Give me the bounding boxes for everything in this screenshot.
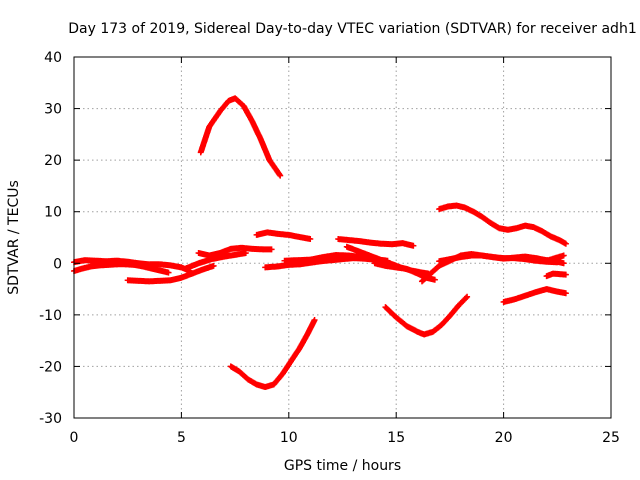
interpolated-markers	[233, 96, 246, 109]
interpolated-markers	[241, 104, 255, 124]
data-point	[560, 260, 567, 267]
y-tick-label: 10	[44, 205, 62, 221]
series-arc-05	[124, 262, 217, 285]
interpolated-markers	[280, 359, 294, 377]
series-arc-06	[195, 244, 275, 259]
interpolated-markers	[288, 346, 302, 364]
x-tick-label: 0	[70, 430, 79, 446]
interpolated-markers	[456, 294, 470, 308]
y-axis-label: SDTVAR / TECUs	[6, 180, 22, 295]
data-point	[165, 269, 172, 276]
data-point	[410, 242, 417, 249]
interpolated-markers	[383, 304, 399, 320]
data-point	[242, 249, 249, 256]
data-point	[210, 262, 217, 269]
series-arc-11	[335, 236, 417, 249]
y-tick-label: 30	[44, 102, 62, 118]
data-point	[562, 290, 569, 297]
y-tick-label: 20	[44, 153, 62, 169]
interpolated-markers	[183, 260, 201, 271]
series-arc-07	[182, 249, 249, 272]
interpolated-markers	[207, 109, 223, 129]
data-point	[562, 240, 569, 247]
data-point	[311, 317, 318, 324]
interpolated-markers	[419, 271, 433, 284]
y-tick-label: -30	[39, 411, 62, 427]
x-tick-label: 10	[280, 430, 298, 446]
series-arc-03	[71, 257, 193, 275]
plot-frame	[73, 56, 612, 419]
y-tick-label: -20	[39, 359, 62, 375]
interpolated-markers	[394, 315, 409, 329]
x-axis-label: GPS time / hours	[284, 458, 401, 474]
series-arc-01	[197, 95, 284, 179]
x-tick-label: 5	[177, 430, 186, 446]
data-point	[464, 293, 471, 300]
interpolated-markers	[439, 313, 453, 328]
chart-title: Day 173 of 2019, Sidereal Day-to-day VTE…	[68, 21, 636, 37]
y-tick-label: 0	[53, 256, 62, 272]
series-arc-14	[382, 293, 471, 338]
y-tick-label: 40	[44, 50, 62, 66]
series-arc-04	[71, 261, 172, 276]
interpolated-markers	[447, 303, 461, 318]
interpolated-markers	[404, 323, 420, 335]
series-arc-02	[227, 317, 318, 391]
interpolated-markers	[258, 137, 272, 163]
data-series	[71, 95, 569, 391]
x-tick-label: 20	[495, 430, 513, 446]
data-point	[562, 271, 569, 278]
interpolated-markers	[305, 318, 318, 335]
series-arc-17	[436, 202, 569, 247]
series-arc-19	[543, 270, 569, 280]
interpolated-markers	[297, 330, 311, 351]
interpolated-markers	[267, 158, 283, 178]
interpolated-markers	[217, 98, 231, 114]
data-point	[431, 276, 438, 283]
series-arc-18	[500, 286, 569, 305]
axis-ticks: 0 5 10 15 20 25 -30 -20 -10 0 10 20 30 40	[39, 50, 620, 446]
data-point	[268, 246, 275, 253]
interpolated-markers	[237, 369, 251, 382]
data-point	[307, 236, 314, 243]
series-arc-08	[253, 229, 314, 243]
data-point	[560, 252, 567, 259]
x-tick-label: 15	[387, 430, 405, 446]
interpolated-markers	[249, 119, 264, 142]
interpolated-markers	[198, 124, 212, 155]
y-tick-label: -10	[39, 308, 62, 324]
interpolated-markers	[271, 372, 285, 387]
x-tick-label: 25	[602, 430, 620, 446]
series-arc-20	[539, 252, 567, 264]
data-point	[277, 172, 284, 179]
